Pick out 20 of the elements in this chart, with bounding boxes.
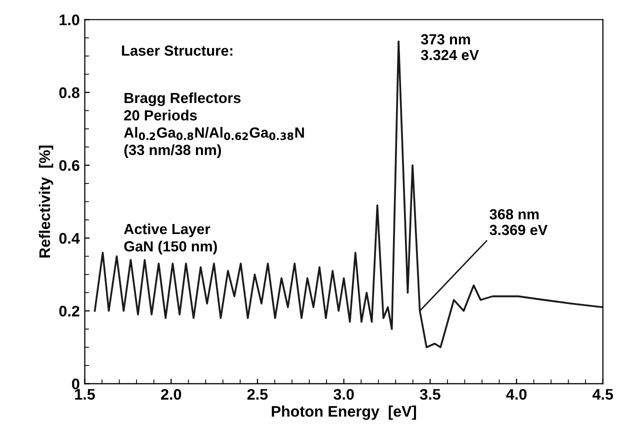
y-tick-label: 0.2 (59, 306, 80, 317)
y-tick-label: 0.6 (59, 160, 80, 171)
y-tick-label: 0.4 (59, 232, 80, 244)
annotation: 368 nm 3.369 eV (490, 209, 548, 236)
x-tick-label: 2.0 (161, 388, 182, 400)
y-tick-label: 0.8 (59, 87, 80, 98)
annotation: 373 nm 3.324 eV (420, 34, 479, 60)
x-tick-label: 4.5 (592, 389, 614, 400)
y-tick-label: 1.0 (60, 14, 80, 26)
x-axis-title: Photon Energy [eV] (272, 406, 416, 420)
x-tick-label: 2.5 (247, 388, 268, 400)
annotation: Active Layer GaN (150 nm) (124, 223, 217, 254)
y-axis-title: Reflectivity [%] (38, 146, 54, 258)
y-tick-label: 0 (72, 378, 80, 390)
text: Bragg Reflectors 20 Periods Al$_{0.2}$Ga$_{0.8}$N/Al$_{0.62}$Ga$_{0.38}$N (33 nm/38 nm) (124, 92, 304, 158)
x-tick-label: 4.0 (506, 388, 527, 400)
x-tick-label: 1.5 (75, 389, 95, 400)
annotation: Laser Structure: (122, 45, 232, 56)
x-tick-label: 3.5 (420, 388, 440, 400)
x-tick-label: 3.0 (334, 388, 354, 400)
